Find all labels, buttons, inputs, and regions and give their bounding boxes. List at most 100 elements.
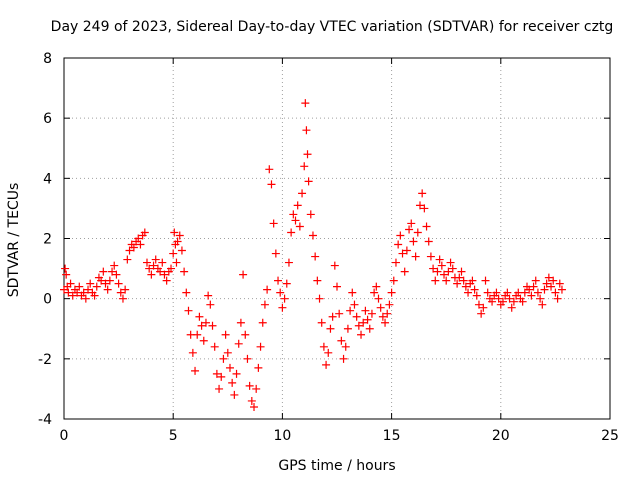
data-point <box>156 267 165 276</box>
data-point <box>243 354 252 363</box>
data-point <box>276 288 285 297</box>
data-point <box>230 390 239 399</box>
data-point <box>551 288 560 297</box>
data-point <box>223 348 232 357</box>
data-point <box>396 231 405 240</box>
data-point <box>151 255 160 264</box>
data-point <box>239 270 248 279</box>
data-point <box>201 318 210 327</box>
data-point <box>418 189 427 198</box>
data-point <box>232 369 241 378</box>
data-point <box>278 303 287 312</box>
y-tick-label: 4 <box>43 171 52 187</box>
data-point <box>468 276 477 285</box>
data-point <box>217 372 226 381</box>
data-point <box>461 282 470 291</box>
data-point <box>66 279 75 288</box>
data-point <box>79 288 88 297</box>
data-point <box>385 300 394 309</box>
data-point <box>219 354 228 363</box>
data-point <box>167 264 176 273</box>
data-point <box>363 315 372 324</box>
data-point <box>147 270 156 279</box>
data-point <box>245 381 254 390</box>
data-point <box>376 303 385 312</box>
data-point <box>324 348 333 357</box>
data-point <box>188 348 197 357</box>
data-point <box>348 288 357 297</box>
data-point <box>440 270 449 279</box>
data-point <box>326 324 335 333</box>
data-point <box>339 354 348 363</box>
data-point <box>86 279 95 288</box>
data-point <box>317 318 326 327</box>
data-point <box>494 294 503 303</box>
data-point <box>415 201 424 210</box>
data-point <box>173 237 182 246</box>
data-point <box>313 276 322 285</box>
data-point <box>531 276 540 285</box>
data-point <box>123 255 132 264</box>
data-point <box>354 321 363 330</box>
data-point <box>125 246 134 255</box>
data-point <box>110 261 119 270</box>
data-point <box>540 285 549 294</box>
data-point <box>134 234 143 243</box>
data-point <box>322 360 331 369</box>
data-point <box>252 384 261 393</box>
data-point <box>457 267 466 276</box>
data-point <box>481 276 490 285</box>
data-point <box>284 258 293 267</box>
data-point <box>300 162 309 171</box>
data-point <box>479 303 488 312</box>
data-point <box>387 288 396 297</box>
data-point <box>459 276 468 285</box>
data-point <box>90 291 99 300</box>
data-point <box>488 297 497 306</box>
data-point <box>367 309 376 318</box>
data-point <box>177 246 186 255</box>
y-axis-label: SDTVAR / TECUs <box>6 183 22 298</box>
data-point <box>118 294 127 303</box>
data-point <box>389 276 398 285</box>
data-point <box>407 219 416 228</box>
data-point <box>446 258 455 267</box>
data-point <box>370 288 379 297</box>
data-point <box>149 261 158 270</box>
data-point <box>315 294 324 303</box>
data-point <box>250 402 259 411</box>
data-point <box>121 285 130 294</box>
grid <box>64 58 610 419</box>
x-tick-label: 10 <box>273 428 291 444</box>
data-point <box>112 270 121 279</box>
chart-title: Day 249 of 2023, Sidereal Day-to-day VTE… <box>51 19 614 35</box>
data-point <box>429 264 438 273</box>
data-point <box>431 276 440 285</box>
data-point <box>221 330 230 339</box>
data-point <box>160 270 169 279</box>
data-point <box>555 279 564 288</box>
x-tick-label: 5 <box>169 428 178 444</box>
data-point <box>420 204 429 213</box>
data-point <box>265 165 274 174</box>
data-point <box>241 330 250 339</box>
y-tick-label: 8 <box>43 51 52 67</box>
data-point <box>184 306 193 315</box>
data-point <box>527 291 536 300</box>
data-point <box>260 300 269 309</box>
data-point <box>330 261 339 270</box>
data-point <box>472 291 481 300</box>
y-tick-label: -2 <box>38 352 52 368</box>
data-point <box>103 285 112 294</box>
data-point <box>381 318 390 327</box>
data-point <box>398 249 407 258</box>
data-point <box>97 276 106 285</box>
data-point <box>518 297 527 306</box>
data-point <box>108 267 117 276</box>
data-point <box>81 294 90 303</box>
data-point <box>453 279 462 288</box>
x-axis-label: GPS time / hours <box>278 458 395 474</box>
data-point <box>455 273 464 282</box>
data-point <box>413 228 422 237</box>
data-point <box>215 384 224 393</box>
